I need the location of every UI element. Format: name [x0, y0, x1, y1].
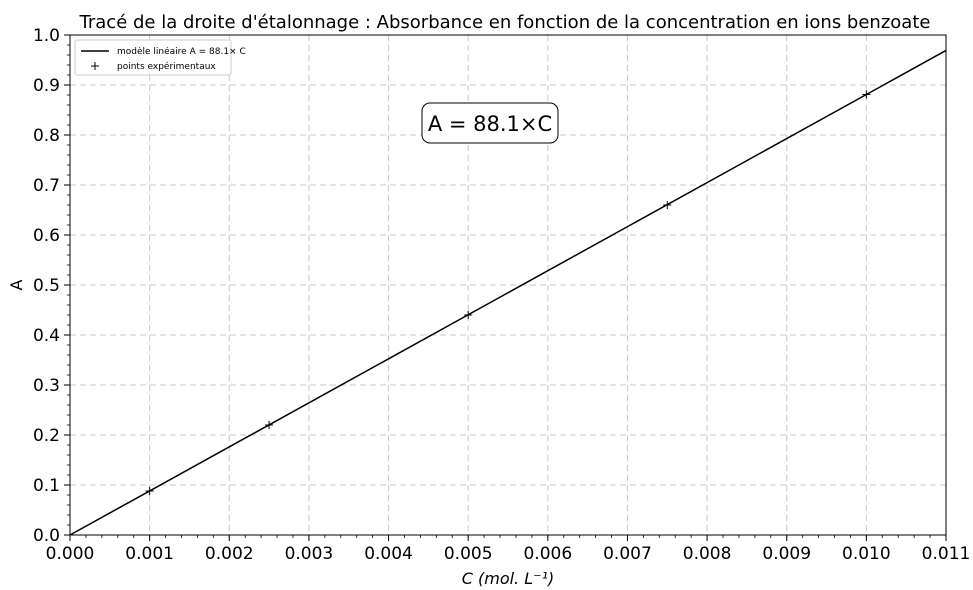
equation-annotation-text: A = 88.1×C — [428, 112, 552, 136]
series-experimental-points — [145, 90, 871, 495]
major-ticks — [64, 34, 947, 541]
equation-annotation-box — [421, 102, 559, 144]
y-tick-label: 0.0 — [33, 526, 60, 546]
x-tick-label: 0.002 — [205, 544, 254, 564]
y-tick-label: 0.4 — [33, 326, 60, 346]
x-tick-label: 0.008 — [683, 544, 732, 564]
y-tick-labels: 0.0 0.1 0.2 0.3 0.4 0.5 0.6 0.7 0.8 0.9 1.0 — [33, 26, 60, 546]
y-tick-label: 0.5 — [33, 276, 60, 296]
x-tick-label: 0.006 — [523, 544, 572, 564]
x-tick-label: 0.003 — [285, 544, 334, 564]
x-tick-label: 0.010 — [842, 544, 891, 564]
data-point — [862, 90, 871, 99]
y-tick-label: 1.0 — [33, 26, 60, 46]
legend-box — [74, 39, 232, 76]
x-tick-labels: 0.000 0.001 0.002 0.003 0.004 0.005 0.006 0.007… — [46, 544, 971, 564]
plot-frame — [69, 34, 947, 536]
x-tick-label: 0.007 — [603, 544, 652, 564]
y-tick-label: 0.8 — [33, 126, 60, 146]
legend-marker-swatch — [91, 62, 99, 70]
y-tick-label: 0.1 — [33, 476, 60, 496]
x-tick-label: 0.001 — [125, 544, 174, 564]
linear-model-line — [69, 49, 947, 536]
y-tick-label: 0.7 — [33, 176, 60, 196]
equation-annotation: A = 88.1×C — [421, 102, 559, 144]
y-tick-label: 0.6 — [33, 226, 60, 246]
grid — [69, 34, 947, 536]
data-point — [265, 421, 274, 429]
legend-label-experimental-points: points expérimentaux — [117, 61, 216, 72]
series-linear-model — [69, 49, 947, 536]
x-tick-label: 0.011 — [922, 544, 971, 564]
x-tick-label: 0.005 — [444, 544, 493, 564]
data-point — [145, 487, 154, 495]
x-axis-label: C (mol. L⁻¹) — [462, 569, 555, 588]
data-point — [464, 311, 473, 319]
chart-title: Tracé de la droite d'étalonnage : Absorb… — [79, 12, 931, 33]
y-tick-label: 0.9 — [33, 76, 60, 96]
data-point — [663, 201, 672, 209]
x-tick-label: 0.009 — [762, 544, 811, 564]
legend: modèle linéaire A = 88.1× C points expér… — [74, 39, 246, 76]
y-axis-label: A — [7, 279, 26, 290]
legend-label-linear-model: modèle linéaire A = 88.1× C — [117, 46, 246, 57]
x-tick-label: 0.000 — [46, 544, 95, 564]
y-tick-label: 0.3 — [33, 376, 60, 396]
y-tick-label: 0.2 — [33, 426, 60, 446]
x-tick-label: 0.004 — [364, 544, 413, 564]
